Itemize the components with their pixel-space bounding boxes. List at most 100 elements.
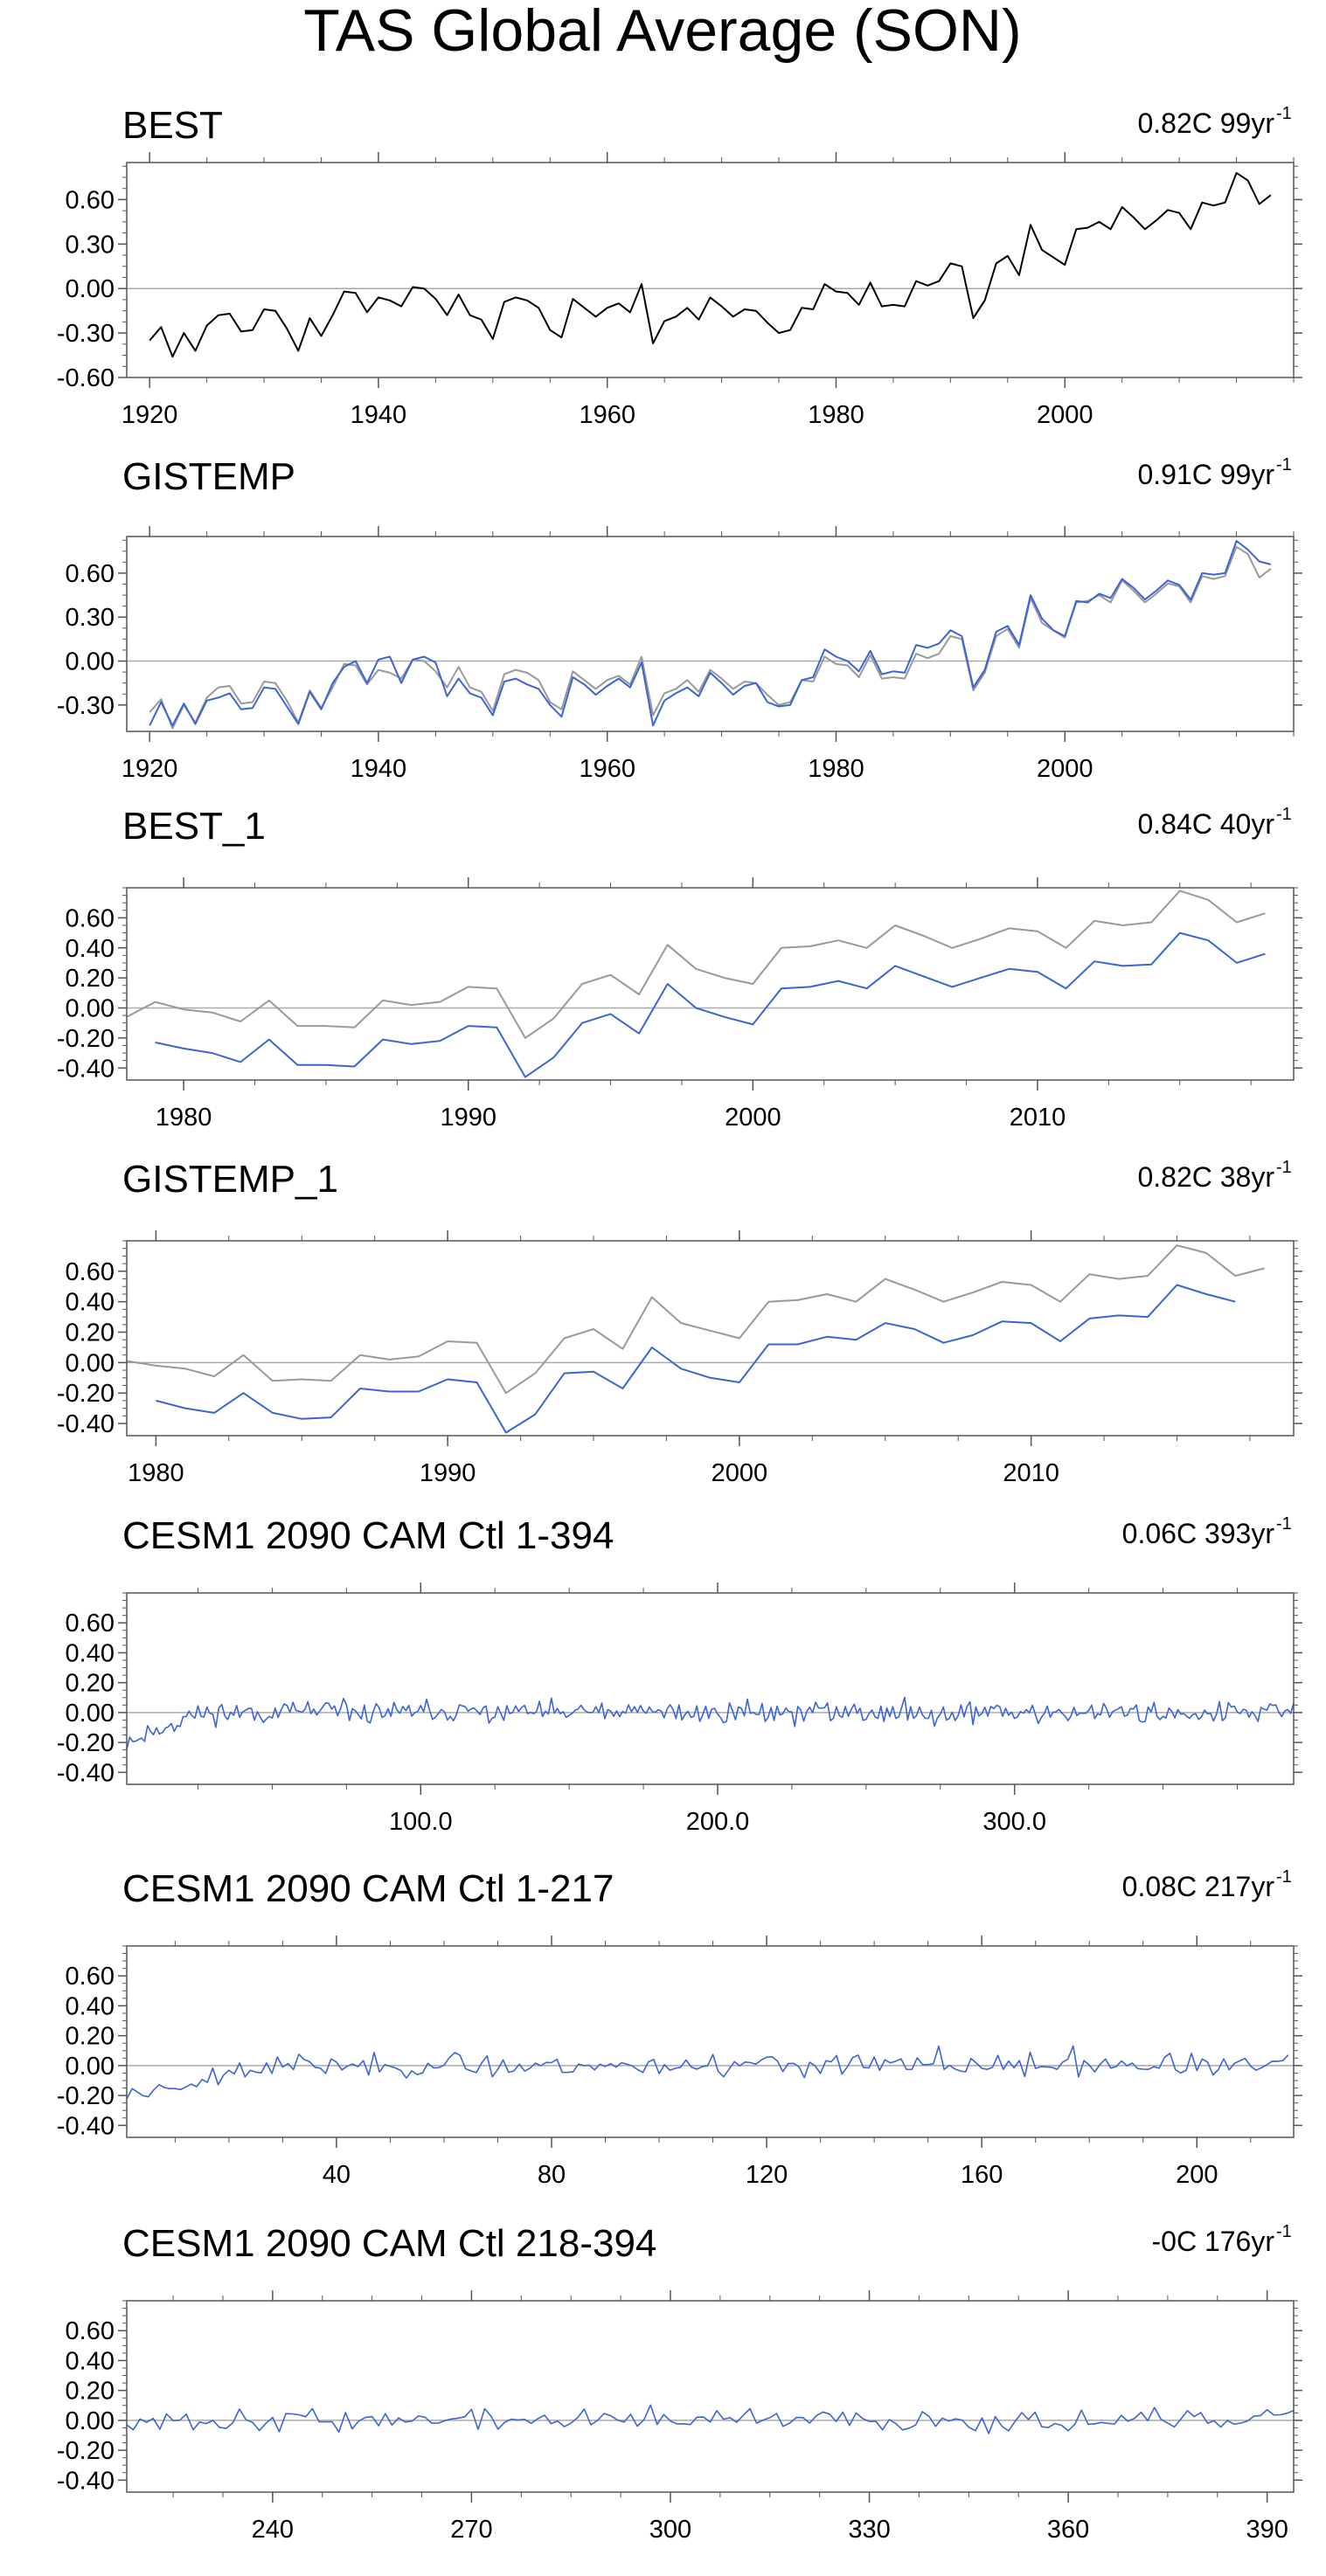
x-tick-label: 2010 xyxy=(1010,1104,1066,1132)
series-line-gistemp xyxy=(126,1244,1265,1395)
trend-label: -0C 176yr xyxy=(1152,2226,1275,2257)
y-tick-label: 0.20 xyxy=(66,2378,115,2406)
y-tick-label: 0.00 xyxy=(66,2053,115,2081)
trend-exponent: -1 xyxy=(1276,1158,1292,1177)
panel-title: CESM1 2090 CAM Ctl 1-394 xyxy=(122,1514,614,1557)
x-tick-label: 330 xyxy=(848,2516,890,2544)
panel-title: BEST xyxy=(122,104,223,147)
y-tick-label: 0.20 xyxy=(66,2023,115,2051)
x-tick-label: 1990 xyxy=(420,1459,476,1487)
trend-label: 0.91C 99yr xyxy=(1137,459,1274,490)
y-tick-label: 0.00 xyxy=(66,995,115,1023)
series-line-best xyxy=(149,171,1272,358)
chart-panel-1: BEST 0.82C 99yr -10.600.300.00-0.30-0.6019… xyxy=(57,104,1302,429)
series-line-best-1 xyxy=(155,931,1266,1078)
y-tick-label: 0.20 xyxy=(66,1319,115,1347)
x-tick-label: 2000 xyxy=(712,1459,768,1487)
x-tick-label: 240 xyxy=(252,2516,294,2544)
series-line-gistemp xyxy=(149,540,1272,727)
y-tick-label: 0.60 xyxy=(66,904,115,932)
y-tick-label: 0.00 xyxy=(66,2407,115,2435)
y-tick-label: 0.20 xyxy=(66,965,115,993)
y-tick-label: -0.20 xyxy=(57,2082,115,2110)
y-tick-label: 0.40 xyxy=(66,935,115,963)
trend-exponent: -1 xyxy=(1276,455,1292,474)
chart-panel-3: BEST_1 0.84C 40yr -1 0.60 0.400.200.00-0.20-… xyxy=(57,805,1302,1132)
chart-panel-6: CESM1 2090 CAM Ctl 1-217 0.08C 217yr -1 0.6… xyxy=(57,1867,1302,2189)
x-tick-label: 270 xyxy=(450,2516,492,2544)
plot-frame xyxy=(126,1592,1295,1785)
series-line-gistemp-1 xyxy=(156,1284,1236,1434)
y-tick-label: -0.30 xyxy=(57,692,115,720)
panel-title: CESM1 2090 CAM Ctl 1-217 xyxy=(122,1867,614,1910)
y-tick-label: -0.20 xyxy=(57,1729,115,1757)
x-tick-label: 100.0 xyxy=(389,1808,453,1836)
y-tick-label: 0.60 xyxy=(66,2317,115,2345)
plot-frame xyxy=(126,2300,1295,2493)
x-tick-label: 1980 xyxy=(808,401,864,429)
chart-panel-7: CESM1 2090 CAM Ctl 218-394 -0C 176yr -1 0.6… xyxy=(57,2222,1302,2544)
y-tick-label: 0.00 xyxy=(66,1700,115,1728)
y-tick-label: 0.30 xyxy=(66,604,115,632)
x-tick-label: 300.0 xyxy=(982,1808,1046,1836)
y-tick-label: -0.40 xyxy=(57,1759,115,1787)
x-tick-label: 1980 xyxy=(156,1104,212,1132)
x-tick-label: 1980 xyxy=(808,755,864,783)
x-tick-label: 2000 xyxy=(1037,755,1093,783)
y-tick-label: 0.40 xyxy=(66,1992,115,2020)
panel-title: GISTEMP_1 xyxy=(122,1158,338,1201)
x-tick-label: 1940 xyxy=(351,755,407,783)
y-tick-label: -0.30 xyxy=(57,320,115,348)
x-tick-label: 80 xyxy=(538,2161,566,2189)
trend-label: 0.06C 393yr xyxy=(1122,1518,1275,1549)
y-tick-label: -0.40 xyxy=(57,2467,115,2495)
trend-exponent: -1 xyxy=(1276,1514,1292,1534)
y-tick-label: 0.20 xyxy=(66,1670,115,1698)
x-tick-label: 360 xyxy=(1047,2516,1089,2544)
x-tick-label: 160 xyxy=(961,2161,1003,2189)
trend-exponent: -1 xyxy=(1276,104,1292,123)
x-tick-label: 390 xyxy=(1246,2516,1288,2544)
y-tick-label: 0.40 xyxy=(66,1289,115,1317)
plot-frame xyxy=(126,162,1295,378)
x-tick-label: 1920 xyxy=(121,401,178,429)
x-tick-label: 1990 xyxy=(440,1104,496,1132)
x-tick-label: 1940 xyxy=(351,401,407,429)
x-tick-label: 200.0 xyxy=(686,1808,750,1836)
y-tick-label: -0.40 xyxy=(57,1410,115,1438)
y-tick-label: 0.00 xyxy=(66,275,115,303)
figure-title: TAS Global Average (SON) xyxy=(303,0,1021,64)
trend-label: 0.08C 217yr xyxy=(1122,1871,1275,1902)
x-tick-label: 2000 xyxy=(725,1104,781,1132)
series-line-cesm1-2090-cam-ctl-218-394 xyxy=(126,2404,1295,2434)
x-tick-label: 1920 xyxy=(121,755,178,783)
chart-panel-4: GISTEMP_1 0.82C 38yr -1 0.60 0.400.200.00 -0.… xyxy=(57,1158,1302,1487)
trend-exponent: -1 xyxy=(1276,2222,1292,2241)
panel-title: CESM1 2090 CAM Ctl 218-394 xyxy=(122,2222,656,2265)
chart-panel-2: GISTEMP 0.91C 99yr -1 0.60 0.30 0.00 -0.30 1920… xyxy=(57,455,1302,783)
y-tick-label: 0.60 xyxy=(66,1258,115,1286)
x-tick-label: 200 xyxy=(1176,2161,1218,2189)
y-tick-label: 0.00 xyxy=(66,648,115,676)
panel-title: BEST_1 xyxy=(122,805,266,848)
y-tick-label: 0.00 xyxy=(66,1349,115,1377)
x-tick-label: 1980 xyxy=(128,1459,184,1487)
series-line-cesm1-2090-cam-ctl-1-217 xyxy=(126,2045,1289,2100)
plot-frame xyxy=(126,887,1295,1081)
y-tick-label: 0.60 xyxy=(66,1610,115,1638)
y-tick-label: 0.40 xyxy=(66,1639,115,1667)
y-tick-label: -0.40 xyxy=(57,1055,115,1083)
plot-frame xyxy=(126,1240,1295,1437)
trend-label: 0.82C 38yr xyxy=(1137,1161,1274,1193)
y-tick-label: -0.40 xyxy=(57,2112,115,2140)
x-tick-label: 2000 xyxy=(1037,401,1093,429)
plot-frame xyxy=(126,1945,1295,2138)
series-line-cesm1-2090-cam-ctl-1-394 xyxy=(126,1696,1295,1750)
trend-label: 0.82C 99yr xyxy=(1137,107,1274,139)
y-tick-label: -0.20 xyxy=(57,2437,115,2465)
x-tick-label: 1960 xyxy=(579,755,635,783)
y-tick-label: -0.20 xyxy=(57,1025,115,1053)
x-tick-label: 300 xyxy=(649,2516,691,2544)
trend-exponent: -1 xyxy=(1276,1867,1292,1887)
